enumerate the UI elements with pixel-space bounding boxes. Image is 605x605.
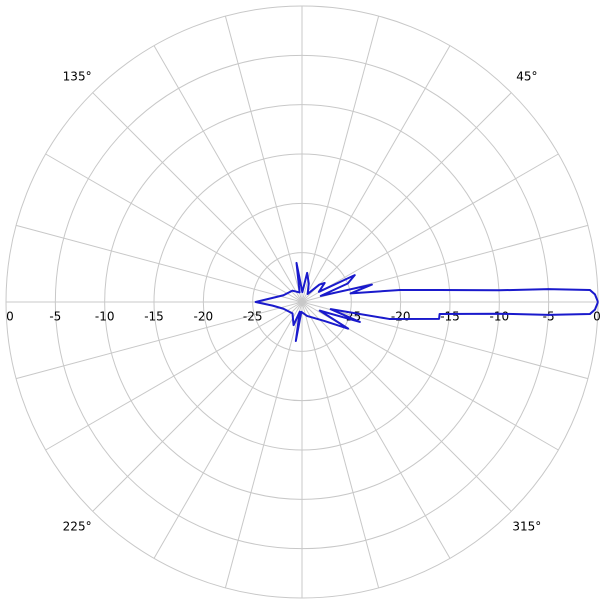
angle-tick-label: 225° xyxy=(63,519,92,533)
pattern-line xyxy=(254,261,599,342)
angle-tick-label: 45° xyxy=(516,70,537,84)
r-tick-label: -20 xyxy=(194,310,214,324)
angle-tick-label: 135° xyxy=(63,70,92,84)
r-tick-label: -20 xyxy=(391,310,411,324)
grid-ring xyxy=(153,153,451,451)
r-tick-label: -5 xyxy=(543,310,555,324)
angle-tick-label: 315° xyxy=(512,519,541,533)
grid-ring xyxy=(252,252,352,352)
grid-ring xyxy=(202,202,402,402)
r-tick-label: 0 xyxy=(6,310,14,324)
r-tick-label: -15 xyxy=(440,310,460,324)
r-tick-label: -10 xyxy=(490,310,510,324)
grid-ring xyxy=(104,104,500,500)
grid-ring xyxy=(54,54,550,550)
r-tick-label: -5 xyxy=(49,310,61,324)
r-tick-label: 0 xyxy=(593,310,601,324)
r-tick-label: -15 xyxy=(144,310,164,324)
r-tick-label: -10 xyxy=(95,310,115,324)
r-tick-label: -25 xyxy=(243,310,263,324)
